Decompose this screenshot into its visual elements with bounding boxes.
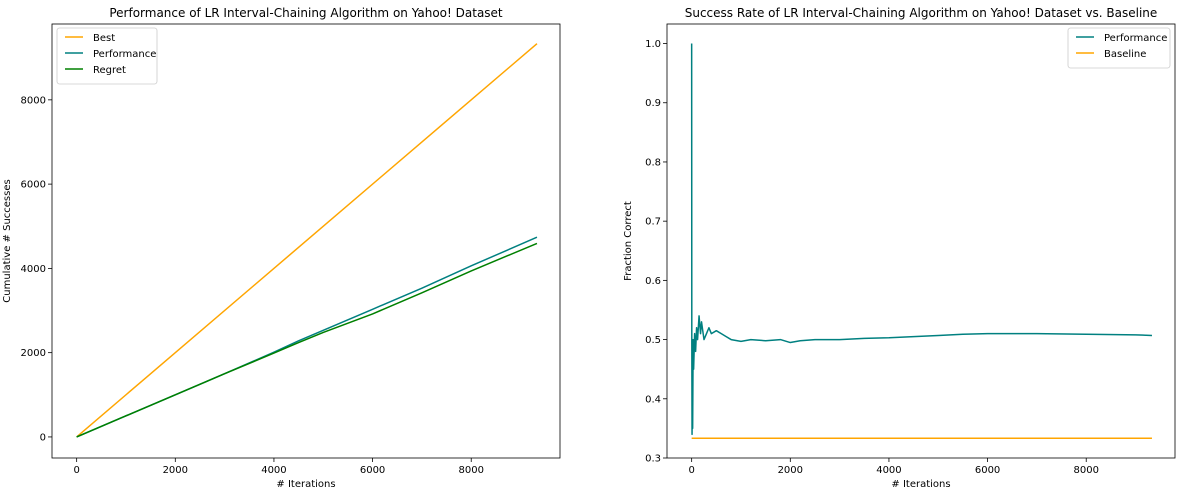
legend-label-baseline: Baseline — [1104, 49, 1146, 60]
y-tick-label: 0.7 — [645, 217, 661, 228]
y-tick-label: 0 — [40, 432, 46, 443]
y-tick-label: 0.9 — [645, 98, 661, 109]
plot-frame — [51, 23, 561, 459]
y-tick-label: 4000 — [21, 264, 46, 275]
legend-box — [1067, 27, 1171, 69]
y-axis-label: Cumulative # Successes — [2, 179, 13, 302]
legend: Best Performance Regret — [56, 27, 158, 85]
series-line-regret — [76, 242, 538, 438]
x-tick-label: 2000 — [163, 465, 188, 476]
chart-title: Success Rate of LR Interval-Chaining Alg… — [685, 6, 1158, 20]
x-tick-label: 0 — [73, 465, 79, 476]
y-tick-label: 0.8 — [645, 157, 661, 168]
x-tick-label: 6000 — [360, 465, 385, 476]
x-tick-label: 4000 — [876, 465, 901, 476]
legend-label-performance: Performance — [93, 49, 156, 60]
legend-label-performance: Performance — [1104, 33, 1167, 44]
y-tick-label: 0.6 — [645, 276, 661, 287]
x-tick-label: 4000 — [261, 465, 286, 476]
x-tick-label: 6000 — [975, 465, 1000, 476]
y-tick-label: 8000 — [21, 95, 46, 106]
chart-title: Performance of LR Interval-Chaining Algo… — [109, 6, 503, 20]
y-axis-label: Fraction Correct — [623, 201, 634, 281]
legend-label-best: Best — [93, 33, 115, 44]
y-tick-label: 6000 — [21, 180, 46, 191]
x-tick-label: 2000 — [778, 465, 803, 476]
chart-panel-1: Performance of LR Interval-Chaining Algo… — [2, 6, 561, 490]
x-axis-label: # Iterations — [891, 479, 950, 490]
legend-box — [56, 27, 158, 85]
y-tick-label: 1.0 — [645, 39, 661, 50]
legend-label-regret: Regret — [93, 65, 126, 76]
legend: Performance Baseline — [1067, 27, 1171, 69]
x-axis-label: # Iterations — [276, 479, 335, 490]
x-tick-label: 8000 — [1073, 465, 1098, 476]
series-line-performance — [690, 43, 1152, 436]
y-tick-label: 0.5 — [645, 335, 661, 346]
plot-frame — [666, 23, 1176, 459]
chart-panel-2: Success Rate of LR Interval-Chaining Alg… — [623, 6, 1176, 490]
x-tick-label: 8000 — [458, 465, 483, 476]
x-tick-label: 0 — [688, 465, 694, 476]
series-line-best — [76, 43, 538, 438]
y-tick-label: 0.3 — [645, 454, 661, 465]
y-tick-label: 0.4 — [645, 394, 661, 405]
y-tick-label: 2000 — [21, 348, 46, 359]
